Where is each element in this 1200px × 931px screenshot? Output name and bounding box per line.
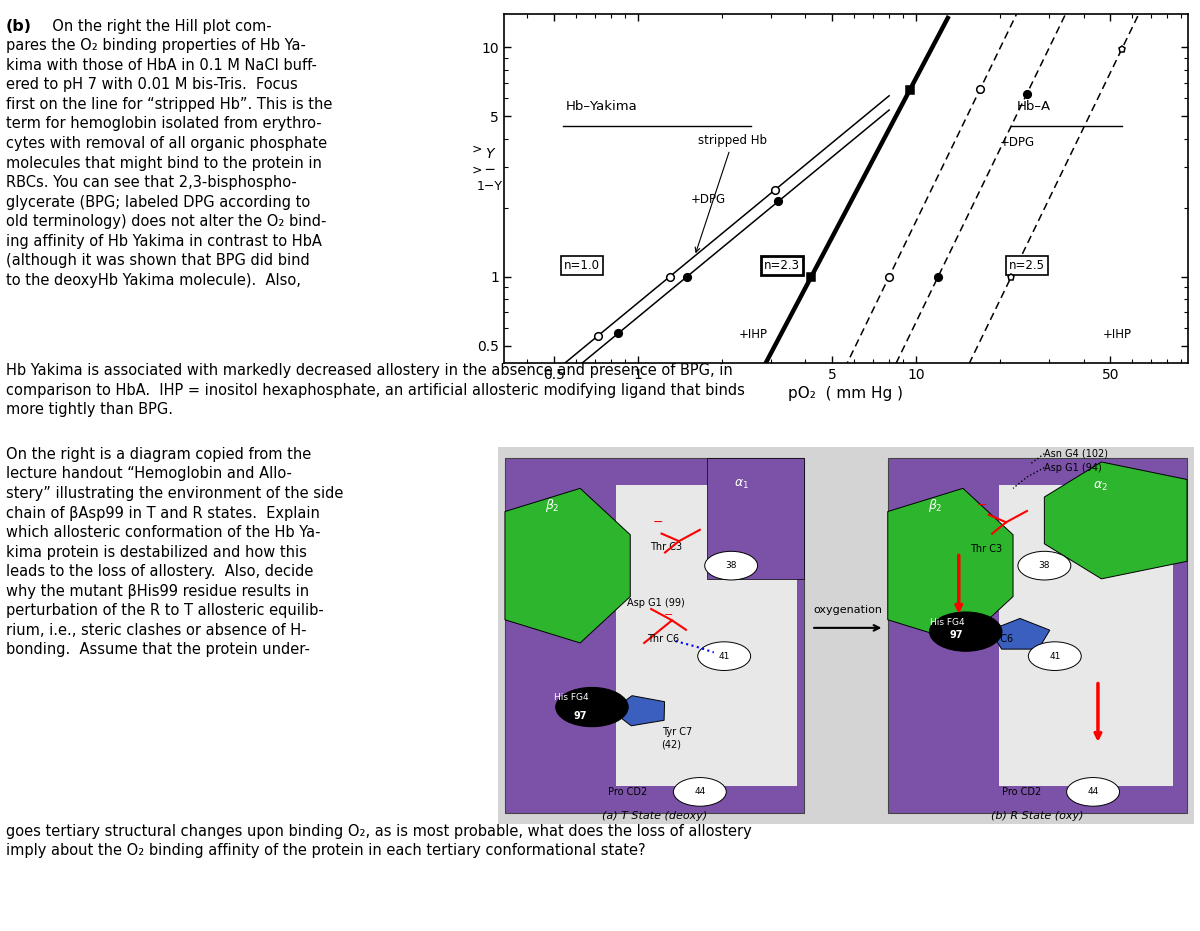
Text: (42): (42) <box>661 740 682 749</box>
Text: >: > <box>472 164 482 177</box>
Text: goes tertiary structural changes upon binding O₂, as is most probable, what does: goes tertiary structural changes upon bi… <box>6 824 751 858</box>
Text: Asp G1 (94): Asp G1 (94) <box>1044 463 1102 473</box>
Text: +DPG: +DPG <box>691 193 726 206</box>
Text: >: > <box>472 142 482 155</box>
Text: Asp G1 (99): Asp G1 (99) <box>626 599 684 608</box>
Text: $\alpha_1$: $\alpha_1$ <box>734 478 749 492</box>
Text: On the right the Hill plot com-
pares the O₂ binding properties of Hb Ya-
kima w: On the right the Hill plot com- pares th… <box>6 19 332 288</box>
Text: (b): (b) <box>6 19 32 34</box>
Circle shape <box>930 612 1002 652</box>
X-axis label: pO₂  ( mm Hg ): pO₂ ( mm Hg ) <box>788 386 904 401</box>
Text: −: − <box>977 499 986 512</box>
Text: $\alpha_2$: $\alpha_2$ <box>1093 479 1108 493</box>
Text: +IHP: +IHP <box>738 328 768 341</box>
FancyBboxPatch shape <box>888 458 1187 813</box>
Circle shape <box>704 551 757 580</box>
Text: n=1.0: n=1.0 <box>564 259 600 272</box>
Text: 41: 41 <box>719 652 730 661</box>
Text: Thr C6: Thr C6 <box>647 634 679 644</box>
Circle shape <box>697 641 751 670</box>
Circle shape <box>673 777 726 806</box>
Text: Thr C6: Thr C6 <box>980 634 1013 644</box>
Text: His FG4: His FG4 <box>553 693 588 702</box>
Circle shape <box>1028 641 1081 670</box>
FancyBboxPatch shape <box>1000 484 1174 786</box>
Text: stripped Hb: stripped Hb <box>695 134 768 252</box>
Text: +DPG: +DPG <box>1000 137 1034 150</box>
Text: oxygenation: oxygenation <box>812 604 882 614</box>
Text: Asn G4 (102): Asn G4 (102) <box>1044 449 1109 459</box>
Text: Y: Y <box>485 146 494 161</box>
Text: On the right is a diagram copied from the
lecture handout “Hemoglobin and Allo-
: On the right is a diagram copied from th… <box>6 447 343 657</box>
FancyBboxPatch shape <box>498 447 1194 824</box>
Circle shape <box>1018 551 1070 580</box>
Text: 97: 97 <box>949 630 962 641</box>
Text: 38: 38 <box>1039 561 1050 570</box>
Circle shape <box>556 687 628 727</box>
Polygon shape <box>707 458 804 579</box>
Text: Hb–Yakima: Hb–Yakima <box>565 100 637 113</box>
Text: (a) T State (deoxy): (a) T State (deoxy) <box>602 811 707 821</box>
Text: Thr C3: Thr C3 <box>650 542 683 552</box>
Text: +IHP: +IHP <box>1103 328 1132 341</box>
Text: Hb–A: Hb–A <box>1016 100 1051 113</box>
Text: Pro CD2: Pro CD2 <box>608 787 648 797</box>
Text: Thr C3: Thr C3 <box>971 544 1003 554</box>
Polygon shape <box>505 489 630 643</box>
Text: 1−Y: 1−Y <box>476 180 503 193</box>
Polygon shape <box>1044 462 1187 579</box>
Text: −: − <box>664 610 673 620</box>
Text: 97: 97 <box>574 711 587 722</box>
Text: 44: 44 <box>695 788 706 796</box>
Text: Tyr C7: Tyr C7 <box>661 726 692 736</box>
Text: −: − <box>653 516 664 529</box>
Text: His FG4: His FG4 <box>930 617 964 627</box>
Text: n=2.3: n=2.3 <box>764 259 800 272</box>
Text: Hb Yakima is associated with markedly decreased allostery in the absence and pre: Hb Yakima is associated with markedly de… <box>6 363 745 417</box>
FancyBboxPatch shape <box>617 484 797 786</box>
Text: $\beta_2$: $\beta_2$ <box>545 497 559 514</box>
Text: 44: 44 <box>1087 788 1099 796</box>
Text: (b) R State (oxy): (b) R State (oxy) <box>991 811 1084 821</box>
Polygon shape <box>888 489 1013 643</box>
Text: 41: 41 <box>1049 652 1061 661</box>
Circle shape <box>1067 777 1120 806</box>
Text: ─: ─ <box>486 163 493 178</box>
Text: $\beta_2$: $\beta_2$ <box>928 497 942 514</box>
Text: Pro CD2: Pro CD2 <box>1002 787 1040 797</box>
FancyBboxPatch shape <box>505 458 804 813</box>
Text: n=2.5: n=2.5 <box>1009 259 1045 272</box>
Text: 38: 38 <box>726 561 737 570</box>
